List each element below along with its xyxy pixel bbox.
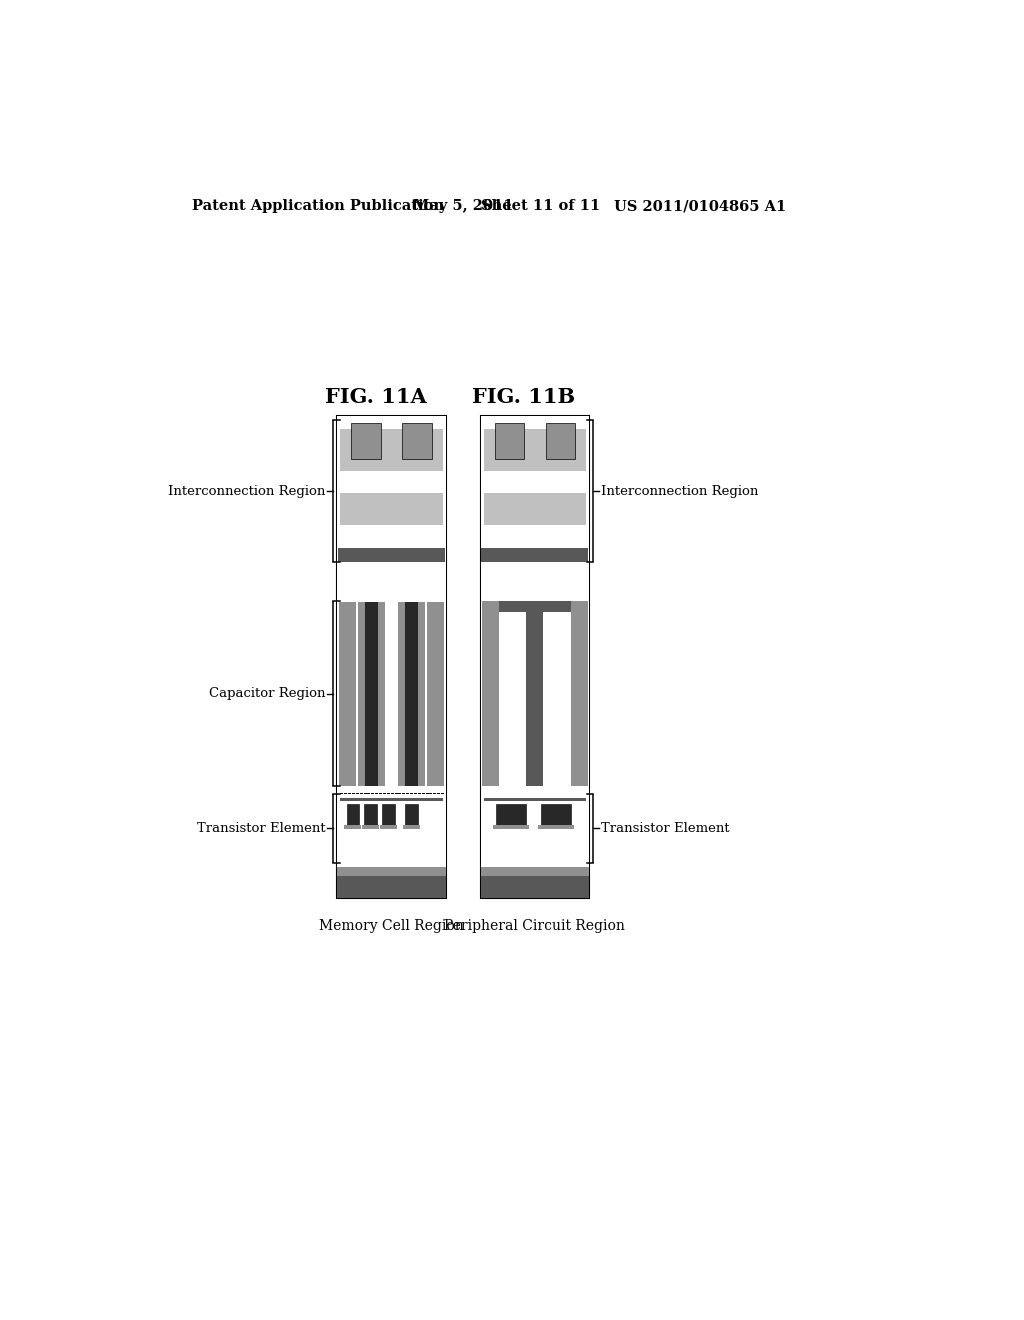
Bar (338, 597, 445, 602)
Bar (346, 804, 359, 825)
Bar (481, 562, 589, 570)
Text: Transistor Element: Transistor Element (197, 822, 326, 834)
Bar (526, 612, 544, 785)
Bar (483, 525, 586, 548)
Bar (344, 825, 361, 829)
Bar (398, 601, 406, 785)
Text: Sheet 11 of 11: Sheet 11 of 11 (480, 199, 600, 213)
Bar (338, 548, 445, 562)
Bar (337, 597, 445, 789)
Text: Capacitor Region: Capacitor Region (209, 686, 326, 700)
Bar (337, 416, 445, 898)
Bar (570, 601, 588, 785)
Bar (406, 601, 418, 785)
Bar (365, 804, 377, 825)
Bar (380, 825, 397, 829)
Bar (418, 601, 425, 785)
Bar (337, 789, 445, 867)
Bar (480, 876, 589, 898)
Bar (496, 804, 525, 825)
Bar (378, 601, 385, 785)
Text: Interconnection Region: Interconnection Region (601, 484, 758, 498)
Bar (495, 422, 524, 459)
Text: Patent Application Publication: Patent Application Publication (191, 199, 443, 213)
Bar (340, 471, 442, 492)
Bar (500, 601, 570, 612)
Text: Interconnection Region: Interconnection Region (168, 484, 326, 498)
Bar (337, 416, 445, 598)
Bar (500, 601, 570, 785)
Text: FIG. 11B: FIG. 11B (472, 387, 574, 407)
Text: Peripheral Circuit Region: Peripheral Circuit Region (444, 919, 626, 933)
Bar (351, 422, 381, 459)
Bar (538, 825, 573, 829)
Bar (493, 825, 528, 829)
Bar (402, 422, 432, 459)
Bar (481, 548, 589, 562)
Bar (366, 601, 378, 785)
Bar (362, 825, 379, 829)
Bar (338, 562, 445, 570)
Bar (483, 429, 586, 471)
Bar (480, 867, 589, 898)
Text: Transistor Element: Transistor Element (601, 822, 729, 834)
Bar (340, 797, 442, 801)
Text: May 5, 2011: May 5, 2011 (414, 199, 514, 213)
Text: FIG. 11A: FIG. 11A (326, 387, 427, 407)
Bar (382, 804, 394, 825)
Bar (340, 429, 442, 471)
Bar (406, 804, 418, 825)
Text: US 2011/0104865 A1: US 2011/0104865 A1 (614, 199, 786, 213)
Bar (337, 867, 445, 898)
Bar (546, 422, 575, 459)
Bar (541, 804, 570, 825)
Text: Memory Cell Region: Memory Cell Region (319, 919, 464, 933)
Bar (483, 797, 586, 801)
Bar (483, 471, 586, 492)
Bar (483, 492, 586, 525)
Bar (403, 825, 420, 829)
Bar (480, 416, 589, 598)
Bar (358, 601, 366, 785)
Bar (480, 416, 589, 898)
Bar (339, 601, 356, 785)
Bar (482, 601, 500, 785)
Bar (340, 525, 442, 548)
Bar (337, 876, 445, 898)
Bar (340, 492, 442, 525)
Bar (427, 601, 444, 785)
Bar (480, 597, 589, 789)
Bar (480, 789, 589, 867)
